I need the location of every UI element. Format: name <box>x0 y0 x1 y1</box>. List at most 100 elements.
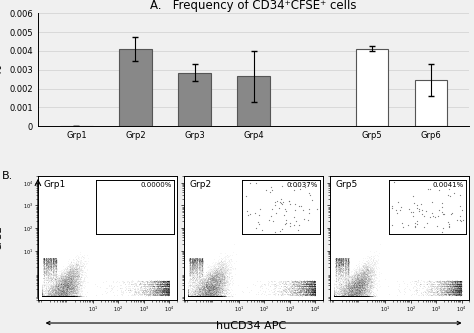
Point <box>202 291 210 297</box>
Point <box>38 293 46 299</box>
Point <box>302 280 310 285</box>
Point <box>330 293 338 299</box>
Point <box>350 293 357 299</box>
Point <box>210 293 218 299</box>
Point <box>47 259 55 264</box>
Point <box>43 258 51 264</box>
Point <box>44 258 52 264</box>
Point <box>55 293 63 299</box>
Point <box>41 263 48 268</box>
Point <box>213 288 221 293</box>
Point <box>52 276 59 281</box>
Point <box>358 293 365 299</box>
Point <box>330 293 338 299</box>
Point <box>296 288 303 293</box>
Point <box>308 292 315 297</box>
Point <box>206 289 213 294</box>
Point <box>367 275 375 280</box>
Point <box>208 285 216 290</box>
Point <box>371 267 379 273</box>
Point <box>55 276 63 282</box>
Point <box>52 256 59 261</box>
Point <box>306 282 313 287</box>
Point <box>206 289 213 294</box>
Point <box>72 275 80 280</box>
Point <box>48 290 55 295</box>
Point <box>57 275 65 281</box>
Point <box>186 293 194 299</box>
Point <box>214 267 222 273</box>
Point <box>144 289 151 295</box>
Point <box>359 266 366 272</box>
Point <box>306 288 314 293</box>
Point <box>200 293 207 299</box>
Point <box>335 264 343 269</box>
Point <box>45 279 52 284</box>
Point <box>45 293 53 299</box>
Point <box>353 293 361 299</box>
Point <box>222 293 229 299</box>
Point <box>202 293 210 299</box>
Point <box>188 293 196 299</box>
Point <box>200 286 207 291</box>
Point <box>335 262 342 267</box>
Point <box>330 293 338 299</box>
Point <box>193 266 201 271</box>
Point <box>330 293 338 299</box>
Point <box>344 273 351 278</box>
Point <box>330 293 338 299</box>
Point <box>196 293 203 299</box>
Point <box>359 285 366 290</box>
Point <box>262 289 269 295</box>
Point <box>69 284 76 290</box>
Point <box>343 288 350 294</box>
Point <box>308 280 315 285</box>
Point <box>330 293 338 299</box>
Point <box>226 280 234 285</box>
Point <box>38 293 46 299</box>
Point <box>333 260 340 266</box>
Point <box>333 262 340 268</box>
Point <box>184 293 192 299</box>
Point <box>190 293 198 299</box>
Point <box>211 282 219 287</box>
Point <box>38 293 46 299</box>
Point <box>311 289 319 294</box>
Point <box>67 263 74 268</box>
Point <box>207 280 215 285</box>
Point <box>132 289 140 294</box>
Point <box>353 271 361 276</box>
Point <box>195 272 203 277</box>
Point <box>361 290 368 296</box>
Point <box>62 289 69 295</box>
Point <box>345 293 353 299</box>
Point <box>52 293 60 299</box>
Point <box>330 293 338 299</box>
Point <box>164 283 171 288</box>
Point <box>38 293 46 299</box>
Point <box>198 293 205 299</box>
Point <box>41 293 49 299</box>
Point <box>330 293 338 299</box>
Point <box>454 288 461 293</box>
Point <box>38 293 46 299</box>
Point <box>214 292 222 298</box>
Point <box>341 279 349 284</box>
Point <box>358 282 365 287</box>
Point <box>184 293 192 299</box>
Point <box>206 293 214 299</box>
Point <box>330 293 338 299</box>
Point <box>214 283 222 288</box>
Point <box>51 285 59 291</box>
Point <box>210 276 217 282</box>
Point <box>68 285 75 290</box>
Point <box>351 282 359 287</box>
Point <box>336 258 344 264</box>
Point <box>211 285 219 291</box>
Point <box>440 285 448 291</box>
Point <box>76 293 83 299</box>
Point <box>189 293 196 299</box>
Point <box>435 286 442 291</box>
Point <box>211 264 219 269</box>
Point <box>60 293 68 299</box>
